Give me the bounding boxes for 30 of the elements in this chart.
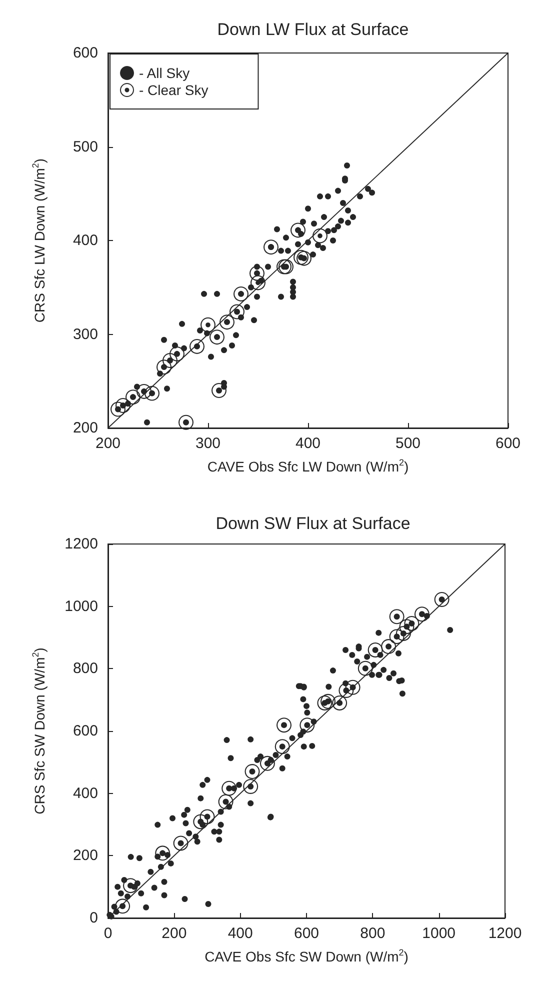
y-tick-label: 400: [72, 232, 98, 249]
y-tick-label: 1000: [64, 598, 98, 615]
y-tick-label: 200: [72, 420, 98, 436]
x-tick-label: 1000: [422, 925, 456, 942]
x-tick-label: 600: [495, 435, 521, 452]
x-tick-label: 200: [95, 435, 121, 452]
x-tick-label: 600: [294, 925, 320, 942]
y-tick-label: 1200: [64, 536, 98, 552]
y-tick-label: 400: [72, 784, 98, 802]
y-tick-label: 300: [72, 326, 98, 343]
x-tick-label: 1200: [488, 925, 522, 942]
x-tick-label: 500: [395, 435, 421, 452]
y-tick-label: 600: [72, 722, 98, 740]
chart-title: Down LW Flux at Surface: [217, 20, 409, 39]
y-axis-title: CRS Sfc SW Down (W/m2): [30, 648, 48, 814]
legend-label: - All Sky: [139, 65, 190, 81]
x-tick-label: 800: [360, 925, 386, 942]
x-tick-label: 400: [295, 435, 321, 452]
y-tick-label: 500: [72, 138, 98, 156]
y-tick-label: 0: [90, 910, 98, 926]
legend-label: - Clear Sky: [139, 82, 208, 98]
y-tick-label: 800: [72, 660, 98, 678]
y-axis-title: CRS Sfc LW Down (W/m2): [30, 158, 48, 323]
x-tick-label: 400: [228, 925, 253, 942]
y-tick-label: 200: [72, 847, 98, 864]
x-tick-label: 200: [162, 925, 187, 942]
chart-title: Down SW Flux at Surface: [216, 514, 410, 533]
x-tick-label: 300: [195, 435, 221, 452]
y-tick-label: 600: [72, 44, 98, 62]
x-tick-label: 0: [104, 925, 112, 942]
